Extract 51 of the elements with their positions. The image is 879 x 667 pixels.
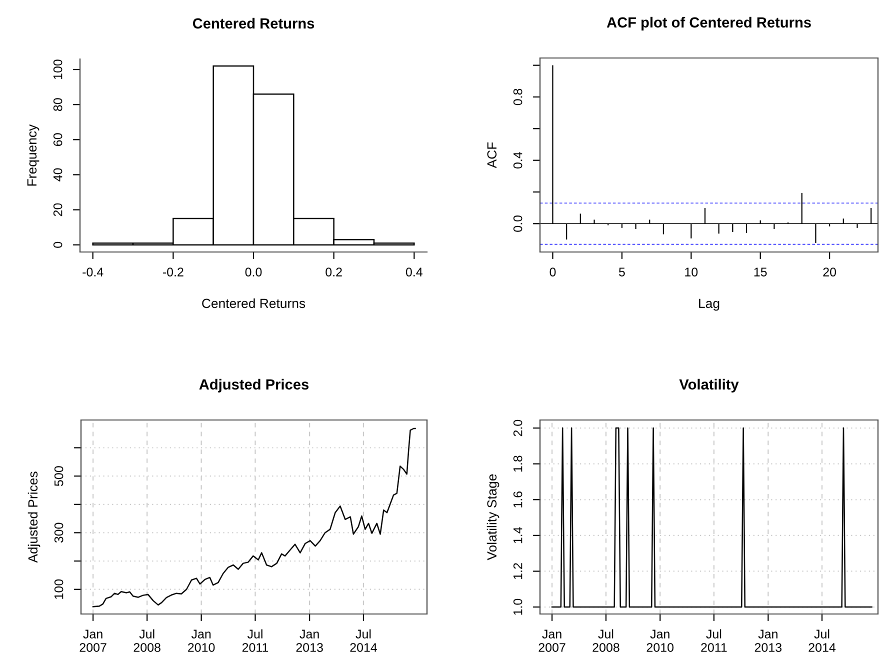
y-tick-label: 60 xyxy=(53,133,62,146)
x-tick-label: Jan 2013 xyxy=(754,630,782,652)
x-tick-label: Jan 2010 xyxy=(188,630,215,652)
y-axis-title: ACF xyxy=(487,142,497,168)
x-tick-label: Jul 2011 xyxy=(242,629,268,652)
x-tick-label: 0.0 xyxy=(245,268,262,276)
x-tick-label: Jul 2008 xyxy=(592,629,620,652)
chart-title: Adjusted Prices xyxy=(199,378,309,392)
x-tick-label: 10 xyxy=(685,268,698,276)
x-tick-label: 0.2 xyxy=(326,268,342,276)
line-series xyxy=(92,428,416,608)
x-tick-label: Jan 2007 xyxy=(80,630,106,652)
y-tick-label: 0 xyxy=(53,242,62,248)
y-tick-label: 80 xyxy=(53,98,62,111)
x-tick-label: 20 xyxy=(823,268,836,276)
x-axis-title: Lag xyxy=(699,298,720,311)
y-axis-title: Adjusted Prices xyxy=(28,472,40,563)
y-tick-label: 1.6 xyxy=(513,492,522,508)
x-tick-label: 15 xyxy=(754,268,767,276)
x-tick-label: Jan 2007 xyxy=(538,630,566,652)
y-tick-label: 2.0 xyxy=(513,420,522,436)
x-tick-label: 0.4 xyxy=(406,268,422,276)
y-tick-label: 500 xyxy=(54,466,64,486)
chart-title: Volatility xyxy=(679,378,739,392)
y-tick-label: 100 xyxy=(53,60,62,79)
x-tick-label: Jul 2011 xyxy=(701,629,727,652)
x-tick-label: Jan 2010 xyxy=(646,630,674,652)
x-tick-label: Jul 2008 xyxy=(134,629,160,652)
y-axis-title: Volatility Stage xyxy=(486,474,500,560)
x-tick-label: Jan 2013 xyxy=(296,630,323,652)
x-tick-label: 0 xyxy=(550,268,556,276)
x-tick-label: 5 xyxy=(618,268,625,276)
y-tick-label: 1.2 xyxy=(513,563,522,579)
y-tick-label: 1.8 xyxy=(513,456,522,472)
x-tick-label: -0.2 xyxy=(162,268,184,276)
y-tick-label: 20 xyxy=(53,203,62,216)
x-tick-label: Jul 2014 xyxy=(808,629,836,652)
y-tick-label: 300 xyxy=(54,522,64,543)
chart-title: Centered Returns xyxy=(192,18,314,29)
x-axis-title: Centered Returns xyxy=(202,298,306,308)
y-tick-label: 40 xyxy=(53,168,62,182)
y-tick-label: 0.8 xyxy=(513,88,522,106)
x-tick-label: -0.4 xyxy=(82,268,104,276)
y-tick-label: 0.4 xyxy=(513,152,522,169)
x-tick-label: Jul 2014 xyxy=(350,629,378,652)
y-axis-title: Frequency xyxy=(27,124,40,186)
y-tick-label: 100 xyxy=(54,579,64,599)
y-tick-label: 0.0 xyxy=(513,215,522,232)
y-tick-label: 1.4 xyxy=(514,527,522,544)
y-tick-label: 1.0 xyxy=(513,598,522,615)
chart-title: ACF plot of Centered Returns xyxy=(606,16,811,30)
